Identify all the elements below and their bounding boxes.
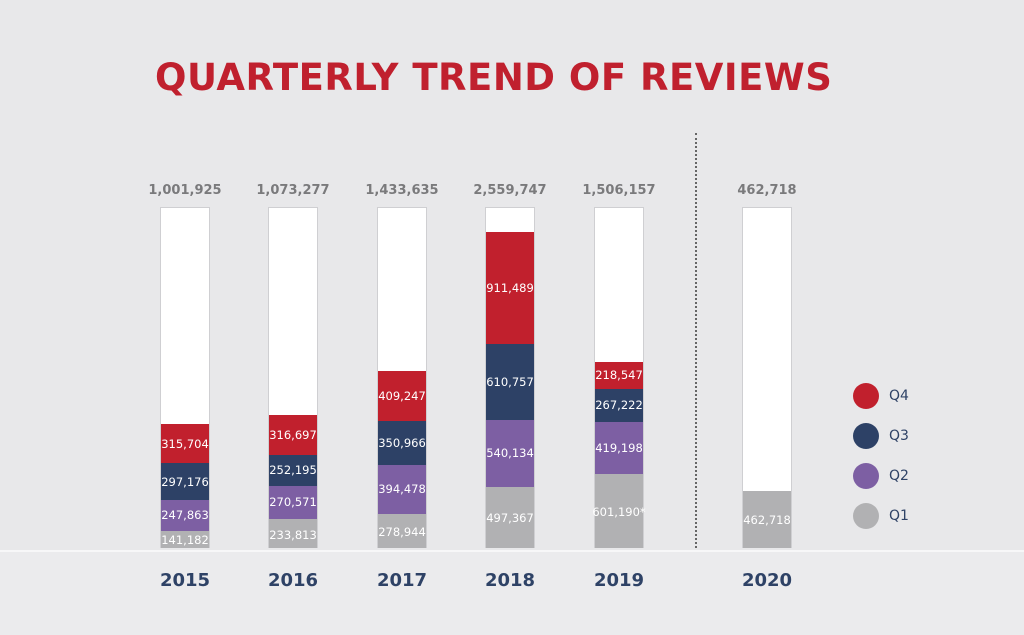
segment-q1-2016: 233,813 bbox=[269, 519, 317, 548]
bar-2019: 601,190* 419,198 267,222 218,547 bbox=[592, 207, 646, 548]
chart-title: QUARTERLY TREND OF REVIEWS bbox=[155, 56, 833, 99]
legend-item-q3: Q3 bbox=[853, 423, 909, 449]
bar-2015: 141,182 247,863 297,176 315,704 bbox=[160, 207, 210, 548]
bar-2016: 233,813 270,571 252,195 316,697 bbox=[268, 207, 318, 548]
total-label-2015: 1,001,925 bbox=[148, 183, 222, 198]
x-tick-label-2020: 2020 bbox=[741, 570, 793, 591]
legend-item-q4: Q4 bbox=[853, 383, 909, 409]
segment-q2-2015: 247,863 bbox=[161, 499, 209, 531]
segment-q3-2016: 252,195 bbox=[269, 454, 317, 486]
segment-q4-2019: 218,547 bbox=[595, 361, 643, 389]
segment-q1-2018: 497,367 bbox=[486, 486, 534, 548]
segment-q2-2018: 540,134 bbox=[486, 419, 534, 487]
segment-q2-2017: 394,478 bbox=[378, 464, 426, 514]
x-tick-label-2017: 2017 bbox=[376, 570, 428, 591]
segment-q4-2017: 409,247 bbox=[378, 370, 426, 422]
legend-label: Q3 bbox=[889, 428, 909, 444]
segment-q3-2018: 610,757 bbox=[486, 344, 534, 420]
x-tick-label-2016: 2016 bbox=[267, 570, 319, 591]
bar-2017: 278,944 394,478 350,966 409,247 bbox=[377, 207, 427, 548]
legend-swatch bbox=[853, 503, 879, 529]
legend-swatch bbox=[853, 383, 879, 409]
legend-item-q2: Q2 bbox=[853, 463, 909, 489]
total-label-2017: 1,433,635 bbox=[365, 183, 439, 198]
x-tick-label-2015: 2015 bbox=[159, 570, 211, 591]
legend-label: Q1 bbox=[889, 508, 909, 524]
segment-q1-2015: 141,182 bbox=[161, 530, 209, 548]
segment-q4-2016: 316,697 bbox=[269, 415, 317, 455]
legend-label: Q2 bbox=[889, 468, 909, 484]
legend-swatch bbox=[853, 423, 879, 449]
segment-q3-2015: 297,176 bbox=[161, 463, 209, 500]
segment-q3-2019: 267,222 bbox=[595, 388, 643, 422]
total-label-2019: 1,506,157 bbox=[582, 183, 656, 198]
total-label-2018: 2,559,747 bbox=[473, 183, 547, 198]
segment-q1-2017: 278,944 bbox=[378, 513, 426, 548]
bar-2018: 497,367 540,134 610,757 911,489 bbox=[485, 207, 535, 548]
legend-label: Q4 bbox=[889, 388, 909, 404]
legend-swatch bbox=[853, 463, 879, 489]
x-tick-label-2019: 2019 bbox=[593, 570, 645, 591]
bar-2020: 462,718 bbox=[742, 207, 792, 548]
legend-item-q1: Q1 bbox=[853, 503, 909, 529]
total-label-2016: 1,073,277 bbox=[256, 183, 330, 198]
x-tick-label-2018: 2018 bbox=[484, 570, 536, 591]
segment-q4-2018: 911,489 bbox=[486, 231, 534, 345]
year-divider bbox=[695, 133, 697, 548]
segment-q2-2016: 270,571 bbox=[269, 485, 317, 520]
total-label-2020: 462,718 bbox=[737, 183, 797, 198]
segment-q2-2019: 419,198 bbox=[595, 421, 643, 474]
segment-q1-2019: 601,190* bbox=[592, 473, 646, 548]
segment-q1-2020: 462,718 bbox=[743, 490, 791, 548]
baseline-band bbox=[0, 550, 1024, 635]
segment-q3-2017: 350,966 bbox=[378, 421, 426, 465]
segment-q4-2015: 315,704 bbox=[161, 424, 209, 464]
